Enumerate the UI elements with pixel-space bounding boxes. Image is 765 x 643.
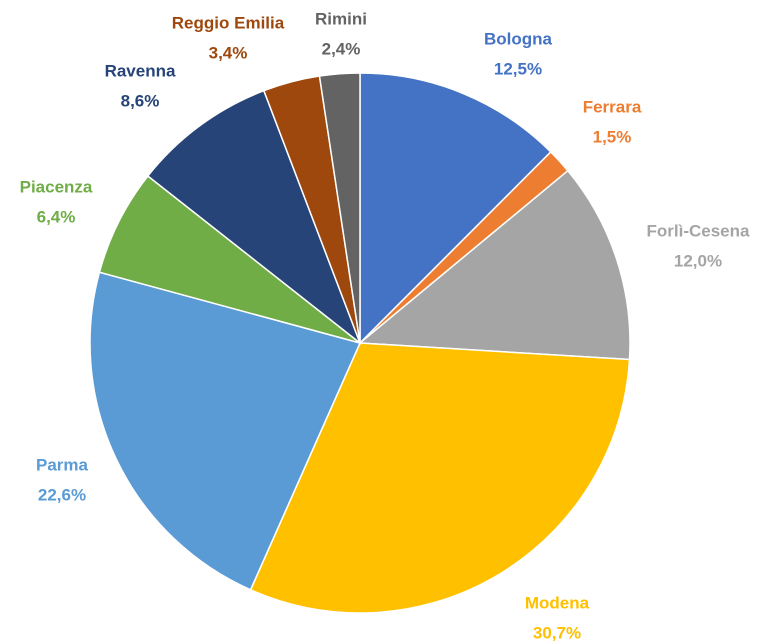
slice-label: Bologna [484,29,553,48]
slice-value-label: 2,4% [322,39,361,58]
slice-label: Piacenza [20,177,93,196]
slice-value-label: 22,6% [38,485,86,504]
slice-value-label: 12,5% [494,59,542,78]
pie-slice [358,169,631,361]
slice-label: Reggio Emilia [172,13,285,32]
slice-label: Ravenna [105,61,176,80]
slice-label: Ferrara [583,97,642,116]
slice-value-label: 6,4% [37,207,76,226]
slice-value-label: 3,4% [209,43,248,62]
pie-slice [318,72,361,344]
slice-label: Rimini [315,9,367,28]
slice-value-label: 8,6% [121,91,160,110]
slice-value-label: 30,7% [533,623,581,642]
slice-value-label: 12,0% [674,251,722,270]
slice-label: Modena [525,593,590,612]
pie-slice [359,72,552,345]
pie-slice [89,271,362,591]
pie-slice [146,89,362,346]
slice-label: Parma [36,455,89,474]
pie-slice [249,342,631,614]
slice-value-label: 1,5% [593,127,632,146]
slice-label: Forlì-Cesena [647,221,751,240]
